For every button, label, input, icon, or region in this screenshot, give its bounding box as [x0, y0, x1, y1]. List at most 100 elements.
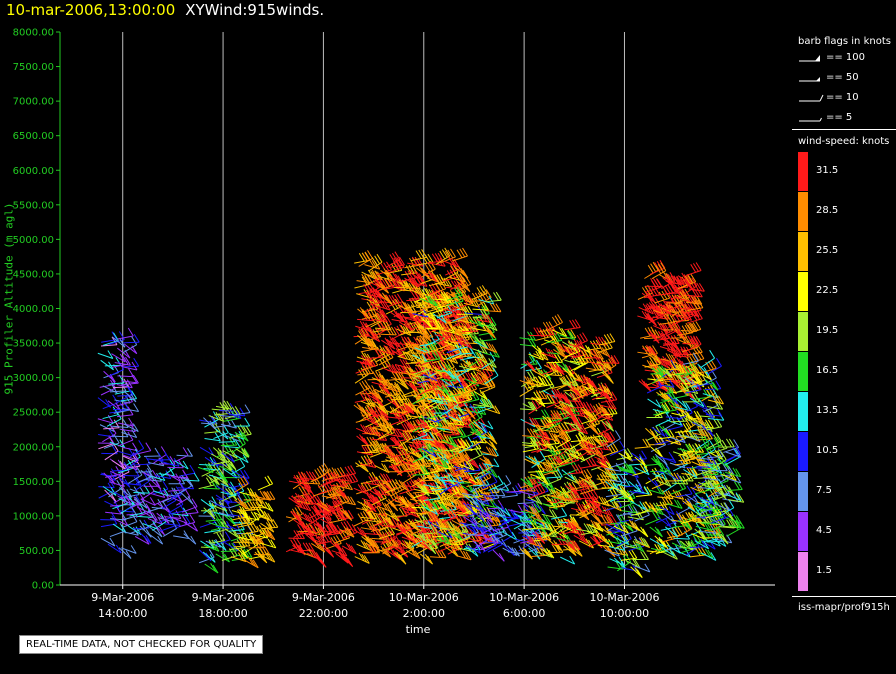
- barb-legend-label: == 50: [826, 72, 859, 83]
- x-tick-label-1-date: 9-Mar-2006: [192, 591, 255, 604]
- y-tick-label-3: 1500.00: [13, 477, 54, 488]
- legend-footer: iss-mapr/prof915h: [798, 602, 890, 613]
- wind-barb: [117, 386, 134, 397]
- wind-barb: [123, 343, 138, 355]
- wind-barb: [102, 394, 119, 410]
- wind-barb: [638, 379, 652, 392]
- wind-barb: [208, 518, 225, 528]
- wind-barb: [218, 508, 235, 518]
- speed-swatch: [798, 432, 808, 471]
- wind-barb: [230, 458, 246, 475]
- wind-barb: [215, 520, 232, 530]
- wind-barb: [353, 526, 368, 539]
- wind-barb: [522, 428, 539, 438]
- wind-barb: [122, 357, 140, 368]
- wind-barb: [140, 482, 155, 501]
- wind-barb: [198, 549, 215, 564]
- wind-barb: [102, 425, 117, 443]
- chart-header: 10-mar-2006,13:00:00 XYWind:915winds.: [6, 1, 324, 19]
- wind-barb: [103, 472, 116, 485]
- wind-barb: [121, 361, 138, 371]
- wind-barb: [149, 534, 164, 545]
- wind-barb: [235, 547, 249, 559]
- wind-barb: [455, 550, 472, 561]
- wind-barb: [316, 509, 332, 520]
- wind-barb: [313, 483, 330, 497]
- wind-barb: [225, 528, 240, 539]
- wind-barb: [326, 524, 343, 536]
- wind-barb: [452, 247, 468, 262]
- wind-barb: [101, 331, 118, 343]
- wind-barb: [234, 404, 251, 416]
- wind-barb: [147, 516, 164, 526]
- speed-swatch: [798, 192, 808, 231]
- wind-barb: [102, 332, 119, 346]
- wind-barb: [260, 551, 276, 563]
- wind-barb: [225, 488, 238, 501]
- wind-barb: [204, 563, 219, 574]
- wind-barb: [198, 549, 212, 562]
- speed-swatch: [798, 312, 808, 351]
- y-tick-label-13: 6500.00: [13, 131, 54, 142]
- wind-barb: [260, 528, 276, 541]
- wind-barb: [634, 466, 650, 476]
- wind-barb: [326, 535, 342, 550]
- barb-legend-item: == 5: [798, 112, 896, 126]
- wind-barb: [202, 551, 216, 563]
- speed-swatch: [798, 552, 808, 591]
- wind-barb: [183, 533, 197, 545]
- wind-barb: [599, 333, 616, 346]
- wind-barb: [120, 374, 138, 384]
- wind-barb: [112, 336, 126, 348]
- wind-barb: [234, 454, 249, 464]
- wind-barb: [290, 510, 303, 524]
- wind-barb: [111, 459, 126, 470]
- y-tick-label-5: 2500.00: [13, 408, 54, 419]
- y-tick-label-12: 6000.00: [13, 166, 54, 177]
- wind-barb: [203, 417, 216, 430]
- wind-barb: [100, 537, 116, 547]
- barb-legend-label: == 5: [826, 112, 853, 123]
- wind-barb: [111, 353, 126, 363]
- speed-swatch-label: 22.5: [816, 285, 839, 296]
- wind-barb: [701, 552, 717, 561]
- wind-barb: [176, 488, 191, 506]
- wind-barb: [223, 458, 237, 471]
- wind-barb: [158, 467, 175, 477]
- wind-barb: [113, 517, 129, 526]
- wind-barb: [137, 505, 153, 515]
- wind-barb: [670, 480, 687, 495]
- speed-swatch-label: 1.5: [816, 565, 832, 576]
- y-tick-label-2: 1000.00: [13, 511, 54, 522]
- x-axis-label: time: [405, 623, 431, 636]
- y-tick-label-1: 500.00: [19, 546, 54, 557]
- speed-legend-title: wind-speed: knots: [798, 136, 890, 147]
- wind-barb: [208, 532, 226, 544]
- y-tick-label-4: 2000.00: [13, 442, 54, 453]
- wind-barb: [315, 463, 330, 481]
- wind-barb: [243, 556, 259, 569]
- wind-barb: [311, 540, 326, 553]
- wind-barb: [502, 531, 518, 541]
- wind-barb: [233, 470, 250, 479]
- y-tick-label-15: 7500.00: [13, 62, 54, 73]
- wind-barb: [122, 374, 139, 386]
- wind-barb: [234, 497, 248, 510]
- x-tick-label-1-time: 18:00:00: [198, 607, 247, 620]
- speed-swatch: [798, 512, 808, 551]
- wind-barb: [215, 428, 229, 440]
- y-tick-label-14: 7000.00: [13, 97, 54, 108]
- speed-swatch-label: 4.5: [816, 525, 832, 536]
- wind-barb: [181, 498, 198, 513]
- wind-barb: [220, 419, 237, 429]
- wind-barb: [173, 471, 190, 481]
- wind-barb: [646, 278, 663, 293]
- wind-barb: [174, 460, 189, 470]
- wind-barb: [156, 512, 170, 524]
- wind-barb: [233, 417, 251, 427]
- wind-barb: [233, 475, 250, 488]
- x-tick-label-4-time: 6:00:00: [503, 607, 545, 620]
- wind-barb: [110, 469, 126, 479]
- wind-barb: [180, 492, 194, 505]
- wind-barb: [139, 525, 152, 538]
